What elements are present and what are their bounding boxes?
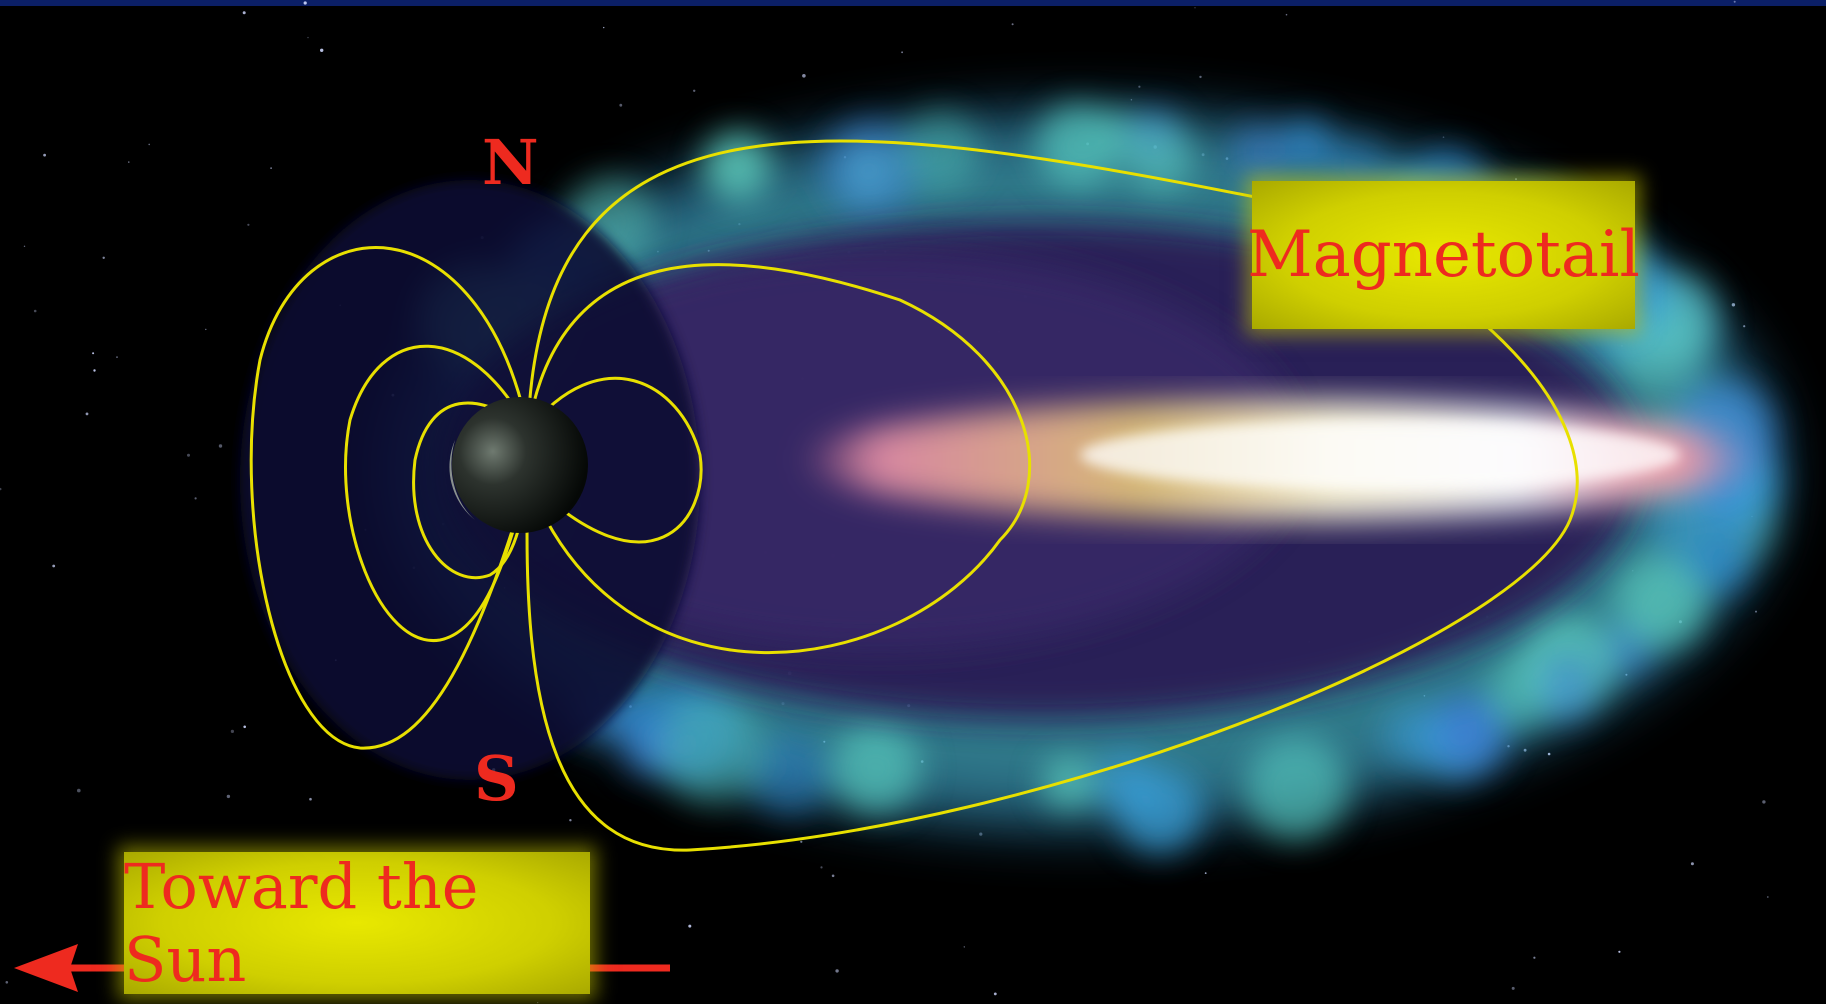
- star: [1547, 752, 1551, 756]
- plasma-blob: [900, 111, 980, 191]
- star: [52, 564, 56, 568]
- star: [309, 797, 312, 801]
- plasma-blob: [830, 722, 921, 813]
- star: [0, 487, 2, 491]
- south-pole-label: S: [474, 742, 519, 815]
- dayside-field-line-outer: [249, 246, 530, 750]
- star: [1690, 862, 1694, 866]
- star: [116, 356, 118, 358]
- star: [102, 256, 105, 259]
- toward-sun-label: Toward the Sun: [124, 850, 479, 996]
- star: [993, 992, 997, 996]
- plasma-blob: [1280, 120, 1333, 172]
- plasma-blob: [657, 694, 768, 805]
- star: [230, 729, 234, 734]
- star: [963, 946, 965, 948]
- star: [603, 26, 605, 29]
- plasma-blob: [1380, 703, 1447, 769]
- star: [194, 497, 197, 500]
- star: [820, 866, 823, 869]
- star: [1511, 986, 1515, 990]
- top-border: [0, 0, 1826, 6]
- star: [693, 89, 696, 93]
- star: [835, 969, 839, 973]
- star: [1194, 7, 1196, 9]
- star: [93, 369, 96, 372]
- star: [1523, 748, 1527, 752]
- magnetotail-label: Magnetotail: [1247, 218, 1640, 292]
- magnetotail-label-box: Magnetotail: [1247, 181, 1640, 329]
- star: [619, 103, 623, 107]
- star: [77, 788, 81, 793]
- star: [1743, 325, 1746, 328]
- plasma-sheet-core: [1080, 421, 1680, 489]
- star: [979, 832, 983, 836]
- star: [802, 74, 806, 78]
- star: [1533, 956, 1536, 959]
- star: [243, 725, 246, 729]
- plasma-blob: [1606, 551, 1708, 653]
- star: [148, 143, 150, 146]
- magnetotail-field-line: [525, 139, 1579, 852]
- earth-sphere-icon: [449, 397, 588, 533]
- star: [1766, 896, 1769, 898]
- star: [320, 48, 324, 52]
- star: [43, 153, 46, 157]
- plasma-blob: [1244, 736, 1349, 840]
- star: [1138, 85, 1141, 88]
- toward-sun-label-box: Toward the Sun: [124, 850, 590, 996]
- star: [5, 981, 9, 984]
- plasma-blob: [702, 132, 772, 201]
- star: [831, 874, 835, 878]
- star: [537, 1002, 539, 1004]
- star: [688, 924, 692, 928]
- plasma-blob: [1094, 752, 1154, 811]
- star: [1618, 950, 1621, 953]
- plasma-blob: [1435, 698, 1498, 760]
- star: [1733, 0, 1736, 3]
- star: [303, 1, 307, 5]
- star: [1762, 800, 1766, 804]
- star: [187, 453, 190, 457]
- star: [270, 167, 272, 170]
- star: [218, 444, 223, 448]
- nightside-closed-field-line-2: [526, 263, 1032, 655]
- star: [23, 245, 26, 247]
- star: [569, 819, 572, 822]
- star: [1011, 23, 1014, 26]
- star: [226, 794, 231, 799]
- star: [1204, 872, 1207, 874]
- star: [1442, 136, 1445, 138]
- star: [205, 328, 207, 331]
- star: [307, 36, 309, 39]
- star: [33, 309, 37, 313]
- dayside-field-line-middle: [344, 344, 530, 642]
- plasma-blob: [747, 734, 829, 816]
- magnetic-field-lines: [249, 139, 1579, 852]
- star: [1199, 75, 1202, 79]
- star: [1515, 178, 1517, 181]
- star: [800, 840, 803, 843]
- dayside-field-line-inner: [412, 401, 530, 580]
- star: [242, 11, 246, 15]
- star: [1130, 99, 1133, 101]
- star: [85, 412, 89, 416]
- plasma-blob: [1036, 104, 1120, 189]
- plasma-blob: [612, 693, 658, 739]
- plasma-blob: [1537, 650, 1598, 712]
- star: [1755, 610, 1757, 613]
- plasma-blob: [1231, 124, 1288, 181]
- north-pole-label: N: [482, 126, 539, 199]
- star: [1731, 303, 1736, 307]
- star: [1285, 13, 1288, 16]
- star: [128, 161, 130, 163]
- plasma-blob: [821, 120, 919, 218]
- star: [92, 352, 95, 355]
- plasma-blob: [1042, 756, 1095, 809]
- nightside-closed-field-line-1: [526, 376, 703, 544]
- star: [247, 223, 250, 226]
- star: [901, 51, 903, 54]
